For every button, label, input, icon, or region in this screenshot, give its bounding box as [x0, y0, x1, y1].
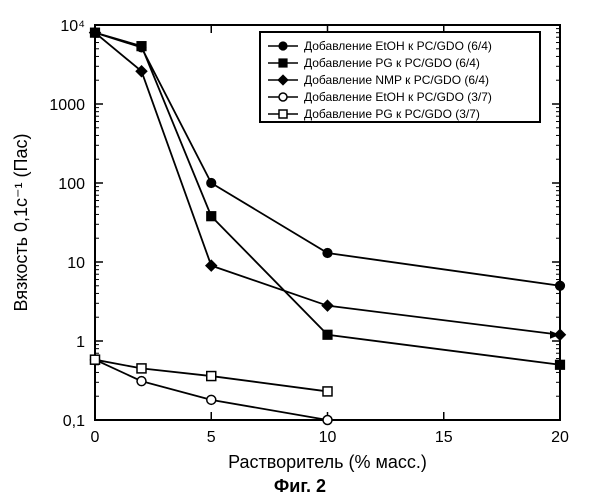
svg-text:10: 10 — [319, 429, 337, 446]
svg-text:1000: 1000 — [49, 97, 85, 114]
series-4 — [91, 355, 333, 396]
legend-label-4: Добавление PG к PC/GDO (3/7) — [304, 107, 480, 121]
y-axis-label: Вязкость 0,1c⁻¹ (Пас) — [11, 134, 31, 312]
svg-text:100: 100 — [58, 176, 85, 193]
svg-text:5: 5 — [207, 429, 216, 446]
chart-container: 0 5 10 15 20 0,1 1 10 100 1000 10⁴ Растворитель (% … — [0, 0, 600, 500]
legend-label-0: Добавление EtOH к PC/GDO (6/4) — [304, 39, 492, 53]
viscosity-chart: 0 5 10 15 20 0,1 1 10 100 1000 10⁴ Растворитель (% … — [0, 0, 600, 500]
legend: Добавление EtOH к PC/GDO (6/4) Добавление… — [260, 32, 540, 122]
svg-text:0,1: 0,1 — [63, 413, 85, 430]
svg-text:1: 1 — [76, 334, 85, 351]
legend-label-1: Добавление PG к PC/GDO (6/4) — [304, 56, 480, 70]
legend-label-2: Добавление NMP к PC/GDO (6/4) — [304, 73, 489, 87]
svg-text:0: 0 — [91, 429, 100, 446]
legend-label-3: Добавление EtOH к PC/GDO (3/7) — [304, 90, 492, 104]
x-axis-label: Растворитель (% масс.) — [228, 452, 427, 472]
svg-text:10: 10 — [67, 255, 85, 272]
svg-text:15: 15 — [435, 429, 453, 446]
svg-text:20: 20 — [551, 429, 569, 446]
figure-caption: Фиг. 2 — [274, 476, 326, 496]
svg-text:10⁴: 10⁴ — [60, 18, 85, 35]
